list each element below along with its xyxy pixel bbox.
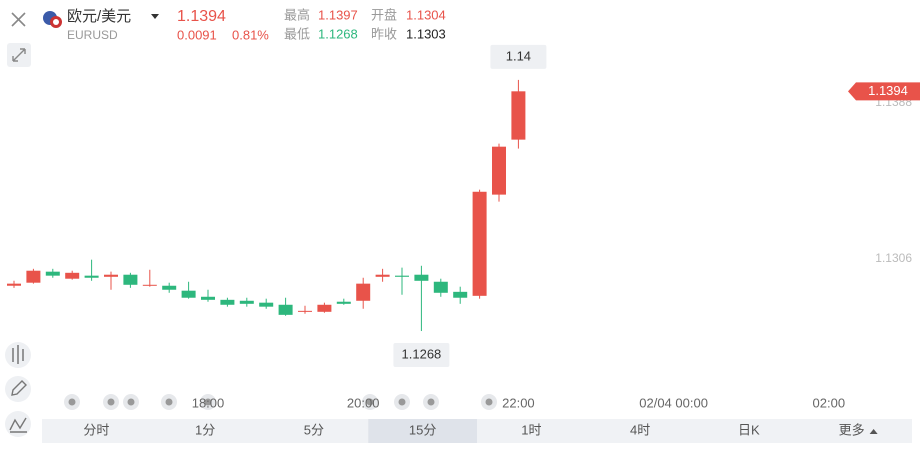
close-button[interactable] xyxy=(11,12,26,27)
stat-value: 1.1303 xyxy=(406,26,446,41)
candle-body xyxy=(201,296,215,300)
candle-body xyxy=(375,274,390,277)
event-dot-inner xyxy=(68,398,76,406)
expand-icon xyxy=(12,48,26,62)
high-callout xyxy=(490,44,547,69)
candle-body xyxy=(181,290,196,298)
tab[interactable]: 分时 xyxy=(83,422,109,437)
tab[interactable]: 5分 xyxy=(304,422,324,437)
x-tick-label: 02/04 00:00 xyxy=(639,395,708,410)
event-dot-inner xyxy=(165,398,173,406)
price: 1.1394 xyxy=(177,8,226,25)
event-dot-inner xyxy=(127,398,135,406)
line-icon xyxy=(9,417,27,433)
candle-body xyxy=(317,304,332,312)
low-callout xyxy=(393,343,450,368)
stat-value: 1.1397 xyxy=(318,7,358,22)
x-tick-label: 02:00 xyxy=(813,395,846,410)
candle-body xyxy=(278,304,293,315)
event-dot-inner xyxy=(485,398,493,406)
tab[interactable]: 15分 xyxy=(409,422,436,437)
tab[interactable]: 日K xyxy=(738,422,760,437)
high-label: 1.14 xyxy=(506,48,531,63)
price-tag xyxy=(848,82,920,101)
candle-body xyxy=(162,285,177,290)
change-pct: 0.81% xyxy=(232,27,269,42)
candle-body xyxy=(65,272,80,279)
candle-body xyxy=(7,283,21,286)
tabs: 分时 1分 5分 15分 1时 4时 日K 更多 xyxy=(83,419,878,443)
tab[interactable]: 4时 xyxy=(630,422,650,437)
stat-value: 1.1268 xyxy=(318,26,358,41)
candle-body xyxy=(414,274,429,281)
candle-body xyxy=(84,275,99,278)
candle-body xyxy=(259,302,274,307)
tab[interactable]: 更多 xyxy=(839,422,865,437)
candle-body xyxy=(142,284,157,286)
candle-body xyxy=(123,274,138,285)
candle-body xyxy=(336,301,351,304)
tab-selected xyxy=(368,419,477,443)
candle-body xyxy=(26,270,41,283)
dropdown-arrow[interactable] xyxy=(151,14,159,19)
stat-label: 最低 xyxy=(284,26,310,41)
event-dot-inner xyxy=(366,398,374,406)
event-dot-inner xyxy=(107,398,115,406)
candle-body xyxy=(472,191,487,296)
tab[interactable]: 1分 xyxy=(195,422,215,437)
candle-body xyxy=(298,310,312,312)
candle-body xyxy=(453,291,468,298)
candle-body xyxy=(492,146,506,195)
x-tick-label: 20:00 xyxy=(347,395,380,410)
stat-label: 昨收 xyxy=(371,26,397,41)
event-dot-inner xyxy=(427,398,435,406)
stat-label: 最高 xyxy=(284,7,310,22)
candle-body xyxy=(104,274,118,277)
pair-name[interactable]: 欧元/美元 xyxy=(67,8,131,25)
change: 0.0091 xyxy=(177,27,217,42)
candle-body xyxy=(356,283,371,301)
candle-body xyxy=(45,271,60,276)
event-dot-inner xyxy=(204,398,212,406)
draw-button[interactable] xyxy=(5,376,31,402)
event-dot-inner xyxy=(398,398,406,406)
pair-code: EURUSD xyxy=(67,28,118,42)
pencil-icon xyxy=(11,380,27,396)
stat-value: 1.1304 xyxy=(406,7,446,22)
price-tag-label: 1.1394 xyxy=(868,83,908,98)
stat-label: 开盘 xyxy=(371,7,397,22)
candle-body xyxy=(395,275,409,277)
flag xyxy=(43,11,62,28)
y-tick-label: 1.1306 xyxy=(875,251,912,265)
candle-body xyxy=(239,300,254,304)
x-tick-label: 18:00 xyxy=(192,395,225,410)
candle-body xyxy=(511,91,526,140)
tab[interactable]: 1时 xyxy=(521,422,541,437)
candle-body xyxy=(433,281,448,293)
tab-arrow xyxy=(869,429,878,434)
low-label: 1.1268 xyxy=(402,346,442,361)
candle-body xyxy=(220,299,235,305)
x-tick-label: 22:00 xyxy=(502,395,535,410)
indicator-icon xyxy=(12,345,24,364)
